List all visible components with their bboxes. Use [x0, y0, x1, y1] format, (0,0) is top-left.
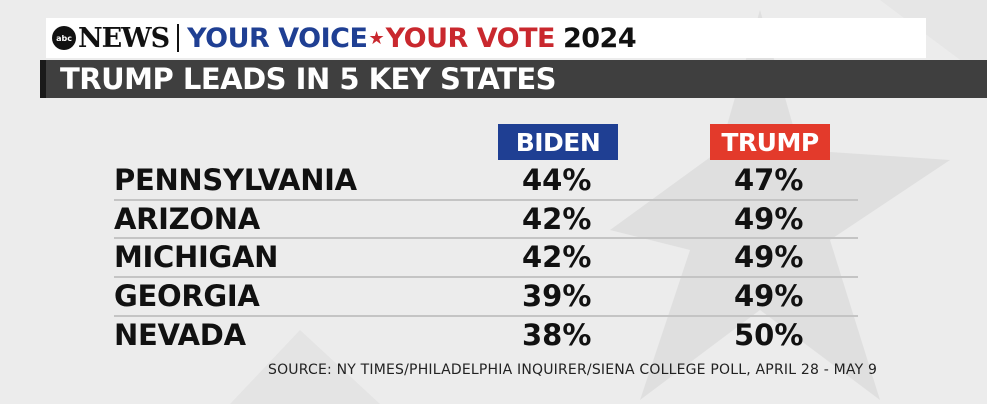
biden-percent: 42% [522, 202, 592, 236]
trump-percent: 49% [734, 202, 804, 236]
row-divider [114, 315, 858, 317]
tagline-your-vote: YOUR VOTE [385, 22, 556, 54]
trump-percent: 47% [734, 163, 804, 197]
headline: TRUMP LEADS IN 5 KEY STATES [60, 62, 557, 96]
star-icon: ★ [368, 27, 385, 49]
row-divider [114, 237, 858, 239]
news-wordmark: NEWS [78, 22, 170, 54]
column-header-biden: BIDEN [498, 124, 618, 160]
tagline-your-voice: YOUR VOICE [187, 22, 368, 54]
table-row: GEORGIA 39% 49% [114, 277, 858, 315]
trump-percent: 50% [734, 318, 804, 352]
headline-bar: TRUMP LEADS IN 5 KEY STATES [40, 60, 987, 98]
state-name: GEORGIA [114, 279, 260, 313]
row-divider [114, 199, 858, 201]
row-divider [114, 276, 858, 278]
table-row: MICHIGAN 42% 49% [114, 238, 858, 276]
state-name: ARIZONA [114, 202, 260, 236]
source-note: SOURCE: NY TIMES/PHILADELPHIA INQUIRER/S… [268, 362, 878, 378]
biden-percent: 38% [522, 318, 592, 352]
state-name: NEVADA [114, 318, 246, 352]
state-name: PENNSYLVANIA [114, 163, 357, 197]
biden-percent: 39% [522, 279, 592, 313]
brand-divider [177, 24, 180, 52]
trump-percent: 49% [734, 279, 804, 313]
abc-logo-icon: abc [52, 26, 76, 50]
brand-header: abc NEWS YOUR VOICE ★ YOUR VOTE 2024 [46, 18, 926, 58]
table-row: NEVADA 38% 50% [114, 316, 858, 354]
biden-percent: 44% [522, 163, 592, 197]
table-row: ARIZONA 42% 49% [114, 200, 858, 238]
table-row: PENNSYLVANIA 44% 47% [114, 161, 858, 199]
column-header-trump: TRUMP [710, 124, 830, 160]
biden-percent: 42% [522, 240, 592, 274]
trump-percent: 49% [734, 240, 804, 274]
state-name: MICHIGAN [114, 240, 279, 274]
tagline-year: 2024 [562, 22, 637, 54]
